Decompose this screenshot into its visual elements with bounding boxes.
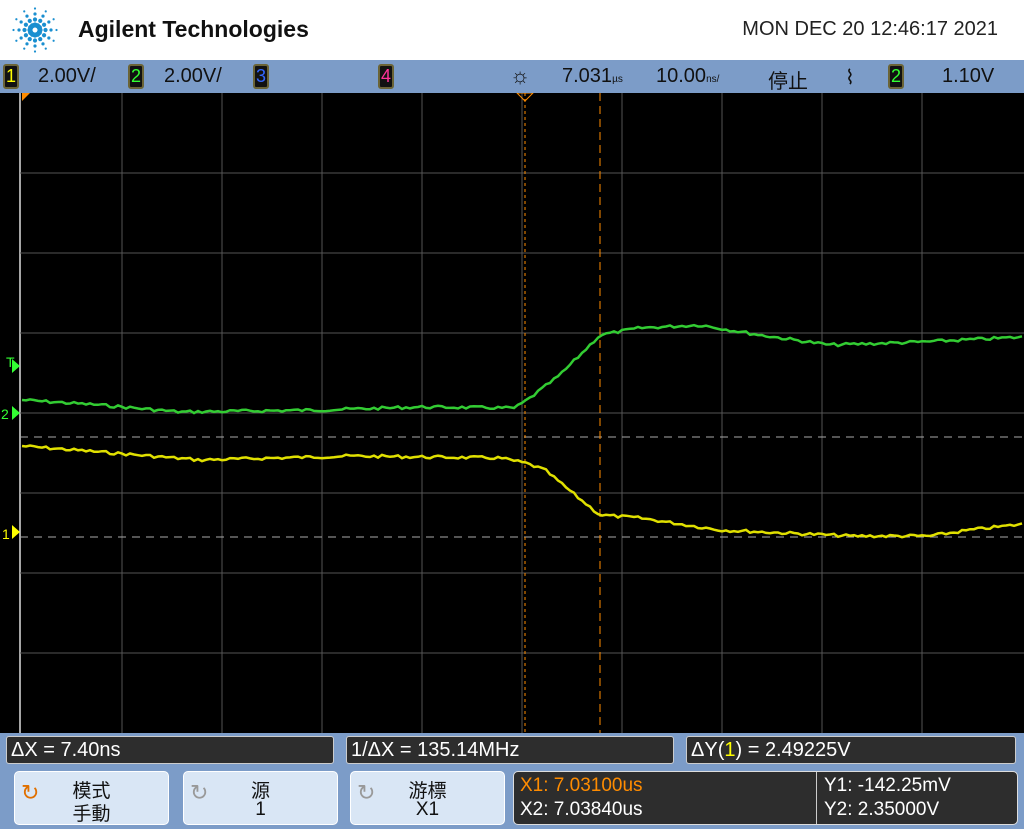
softkey-cursors[interactable]: ↻ 游標 X1	[350, 771, 505, 825]
datetime: MON DEC 20 12:46:17 2021	[742, 18, 998, 40]
ch2-badge[interactable]: 2	[128, 64, 144, 89]
delay-icon: ☼	[510, 63, 531, 88]
ch2-trace	[21, 323, 1023, 415]
ch3-badge[interactable]: 3	[253, 64, 269, 89]
rotate-knob-icon: ↻	[357, 780, 376, 805]
trigger-position-marker	[515, 92, 535, 102]
softkey-source[interactable]: ↻ 源 1	[183, 771, 338, 825]
softkey-mode[interactable]: ↻ 模式 手動	[14, 771, 169, 825]
header: Agilent Technologies MON DEC 20 12:46:17…	[0, 0, 1024, 60]
rotate-knob-icon: ↻	[21, 780, 40, 805]
delta-x-readout: ΔX = 7.40ns	[6, 736, 334, 764]
trigger-source-badge[interactable]: 2	[888, 64, 904, 89]
y2-readout: Y2: 2.35000V	[824, 799, 940, 820]
ch2-scale: 2.00V/	[164, 65, 222, 87]
ch1-scale: 2.00V/	[38, 65, 96, 87]
graticule: T 2 1	[1, 92, 1024, 733]
inv-delta-x-readout: 1/ΔX = 135.14MHz	[346, 736, 674, 764]
ch4-badge[interactable]: 4	[378, 64, 394, 89]
trigger-level: 1.10V	[942, 65, 995, 87]
rotate-knob-icon: ↻	[190, 780, 209, 805]
trigger-marker: T	[6, 354, 15, 370]
waveform-display[interactable]: T 2 1	[0, 92, 1024, 733]
run-state: 停止	[768, 71, 808, 93]
ch2-ground-marker: 2	[1, 406, 9, 422]
x2-readout: X2: 7.03840us	[520, 799, 643, 820]
y1-readout: Y1: -142.25mV	[824, 775, 951, 796]
ch1-badge[interactable]: 1	[3, 64, 19, 89]
x1-readout: X1: 7.03100us	[520, 775, 643, 796]
timebase-value: 10.00ns/	[656, 65, 720, 87]
delta-y-readout: ΔY(1) = 2.49225V	[686, 736, 1016, 764]
ch1-trace	[21, 444, 1023, 539]
ch1-ground-marker: 1	[2, 526, 10, 542]
delay-value: 7.031µs	[562, 65, 623, 87]
measurement-panel: ΔX = 7.40ns 1/ΔX = 135.14MHz ΔY(1) = 2.4…	[0, 733, 1024, 829]
status-bar: 1 2.00V/ 2 2.00V/ 3 4 ☼ 7.031µs 10.00ns/…	[0, 60, 1024, 93]
brand-name: Agilent Technologies	[78, 16, 309, 42]
time-ref-marker	[22, 93, 30, 101]
falling-edge-icon: ⌇	[845, 67, 855, 89]
agilent-logo-icon	[12, 7, 58, 53]
cursor-readout: X1: 7.03100us X2: 7.03840us Y1: -142.25m…	[513, 771, 1018, 825]
